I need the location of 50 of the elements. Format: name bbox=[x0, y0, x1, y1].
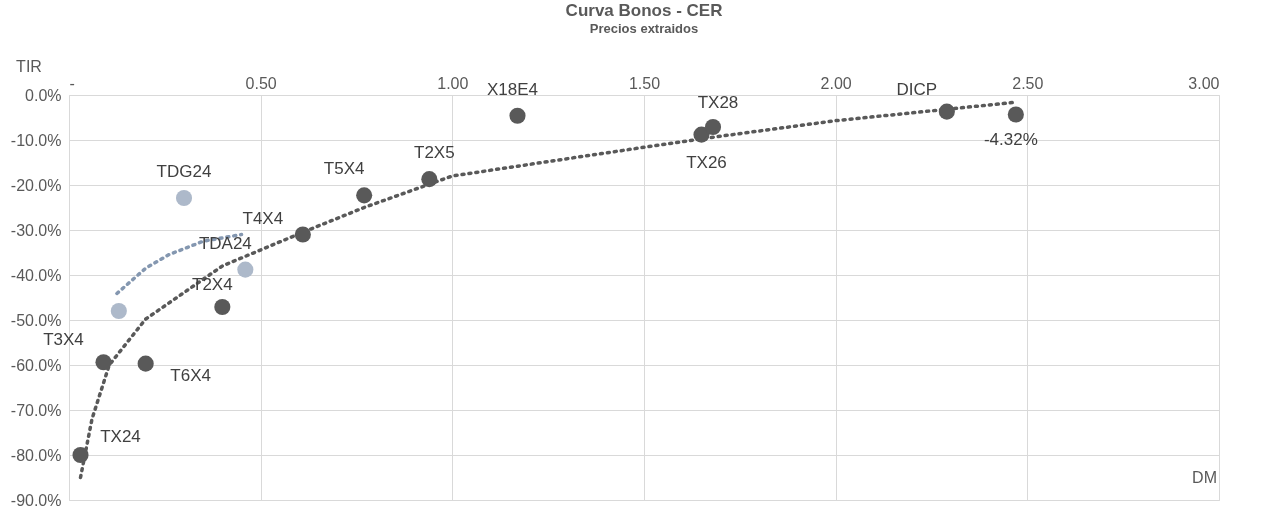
point bbox=[214, 298, 231, 315]
y-tick-label: -70.0% bbox=[10, 401, 62, 419]
annotation: TDG24 bbox=[156, 162, 212, 182]
annotation: -4.32% bbox=[983, 130, 1038, 150]
point bbox=[509, 107, 526, 124]
chart-subtitle: Precios extraidos bbox=[589, 21, 699, 36]
point bbox=[356, 187, 373, 204]
x-tick-label: 2.00 bbox=[820, 74, 852, 92]
point bbox=[95, 354, 112, 371]
annotation: DICP bbox=[896, 79, 938, 99]
point bbox=[175, 190, 193, 207]
annotation: TX28 bbox=[697, 92, 739, 112]
annotation: T4X4 bbox=[242, 208, 284, 228]
annotation: T2X5 bbox=[414, 143, 455, 163]
point bbox=[72, 446, 89, 464]
y-tick-label: -90.0% bbox=[10, 491, 62, 509]
y-tick-label: -30.0% bbox=[10, 221, 62, 239]
annotation: TX24 bbox=[100, 427, 141, 446]
y-tick-label: -20.0% bbox=[10, 176, 62, 194]
y-tick-label: -10.0% bbox=[10, 131, 62, 149]
annotation: TX26 bbox=[686, 152, 727, 172]
y-tick-label: 0.0% bbox=[25, 86, 62, 104]
y-axis-title: TIR bbox=[16, 58, 42, 75]
y-tick-label: -40.0% bbox=[10, 266, 62, 284]
annotation: TDA24 bbox=[198, 233, 252, 253]
point bbox=[693, 126, 710, 143]
point bbox=[938, 103, 955, 120]
point bbox=[110, 302, 127, 320]
annotation: T6X4 bbox=[170, 365, 211, 385]
chart-title: Curva Bonos - CER bbox=[565, 1, 723, 20]
point bbox=[294, 226, 311, 243]
x-tick-label: 3.00 bbox=[1188, 74, 1220, 92]
annotation: T2X4 bbox=[192, 274, 233, 294]
x-tick-label: 1.00 bbox=[437, 74, 469, 92]
y-tick-label: -50.0% bbox=[10, 311, 62, 329]
y-tick-label: -60.0% bbox=[10, 356, 62, 374]
annotation: X18E4 bbox=[486, 79, 539, 99]
point bbox=[137, 355, 154, 372]
x-axis-title: DM bbox=[1192, 469, 1217, 486]
point bbox=[421, 171, 438, 188]
x-tick-label: 0.50 bbox=[245, 74, 277, 92]
y-tick-label: -80.0% bbox=[10, 446, 62, 464]
x-tick-label: 1.50 bbox=[628, 74, 661, 92]
point bbox=[704, 118, 722, 135]
annotation: T5X4 bbox=[323, 159, 365, 179]
x-tick-label: 2.50 bbox=[1012, 74, 1044, 92]
point bbox=[237, 261, 254, 278]
annotation: T3X4 bbox=[43, 330, 84, 350]
point bbox=[1007, 106, 1024, 123]
x-tick-label: - bbox=[69, 74, 75, 92]
